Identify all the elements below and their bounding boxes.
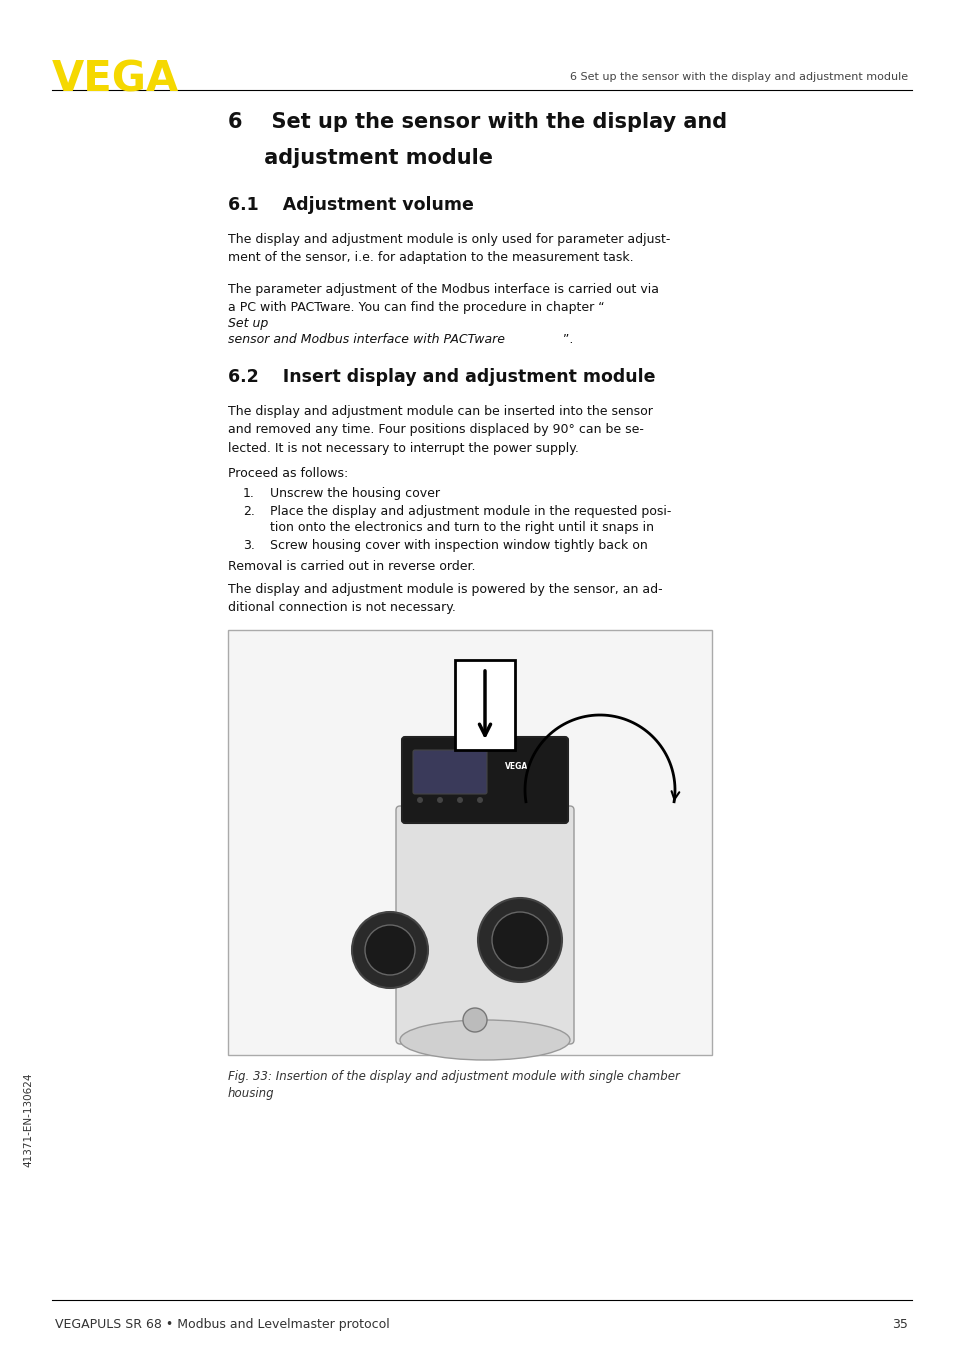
Text: VEGA: VEGA: [52, 58, 179, 100]
Text: Fig. 33: Insertion of the display and adjustment module with single chamber
hous: Fig. 33: Insertion of the display and ad…: [228, 1070, 679, 1101]
Text: 41371-EN-130624: 41371-EN-130624: [23, 1072, 33, 1167]
Text: sensor and Modbus interface with PACTware: sensor and Modbus interface with PACTwar…: [228, 333, 504, 347]
Text: Proceed as follows:: Proceed as follows:: [228, 467, 348, 481]
Text: 2.: 2.: [243, 505, 254, 519]
FancyBboxPatch shape: [401, 737, 567, 823]
Text: Removal is carried out in reverse order.: Removal is carried out in reverse order.: [228, 561, 475, 573]
Text: Screw housing cover with inspection window tightly back on: Screw housing cover with inspection wind…: [270, 539, 647, 552]
Text: The parameter adjustment of the Modbus interface is carried out via
a PC with PA: The parameter adjustment of the Modbus i…: [228, 283, 659, 314]
Ellipse shape: [399, 1020, 569, 1060]
Circle shape: [492, 913, 547, 968]
Text: The display and adjustment module is only used for parameter adjust-
ment of the: The display and adjustment module is onl…: [228, 233, 670, 264]
Circle shape: [416, 798, 422, 803]
Text: 35: 35: [891, 1317, 907, 1331]
Text: ”.: ”.: [562, 333, 573, 347]
Text: VEGAPULS SR 68 • Modbus and Levelmaster protocol: VEGAPULS SR 68 • Modbus and Levelmaster …: [55, 1317, 390, 1331]
Bar: [455, 659, 515, 750]
Circle shape: [456, 798, 462, 803]
Circle shape: [365, 925, 415, 975]
Text: 6.2    Insert display and adjustment module: 6.2 Insert display and adjustment module: [228, 368, 655, 386]
Circle shape: [436, 798, 442, 803]
Circle shape: [476, 798, 482, 803]
Text: 6.1    Adjustment volume: 6.1 Adjustment volume: [228, 196, 474, 214]
FancyBboxPatch shape: [395, 806, 574, 1044]
Circle shape: [352, 913, 428, 988]
Text: adjustment module: adjustment module: [228, 148, 493, 168]
Text: 1.: 1.: [243, 487, 254, 500]
Text: 6    Set up the sensor with the display and: 6 Set up the sensor with the display and: [228, 112, 726, 131]
Bar: [228, 630, 711, 1055]
Text: 6 Set up the sensor with the display and adjustment module: 6 Set up the sensor with the display and…: [569, 72, 907, 83]
Text: VEGA: VEGA: [504, 762, 528, 770]
Circle shape: [477, 898, 561, 982]
Text: 3.: 3.: [243, 539, 254, 552]
Text: The display and adjustment module is powered by the sensor, an ad-
ditional conn: The display and adjustment module is pow…: [228, 584, 662, 615]
FancyBboxPatch shape: [413, 750, 486, 793]
Text: Unscrew the housing cover: Unscrew the housing cover: [270, 487, 439, 500]
Text: The display and adjustment module can be inserted into the sensor
and removed an: The display and adjustment module can be…: [228, 405, 652, 455]
Text: Place the display and adjustment module in the requested posi-: Place the display and adjustment module …: [270, 505, 671, 519]
Circle shape: [462, 1007, 486, 1032]
Text: Set up: Set up: [228, 317, 268, 330]
Text: tion onto the electronics and turn to the right until it snaps in: tion onto the electronics and turn to th…: [270, 521, 654, 533]
